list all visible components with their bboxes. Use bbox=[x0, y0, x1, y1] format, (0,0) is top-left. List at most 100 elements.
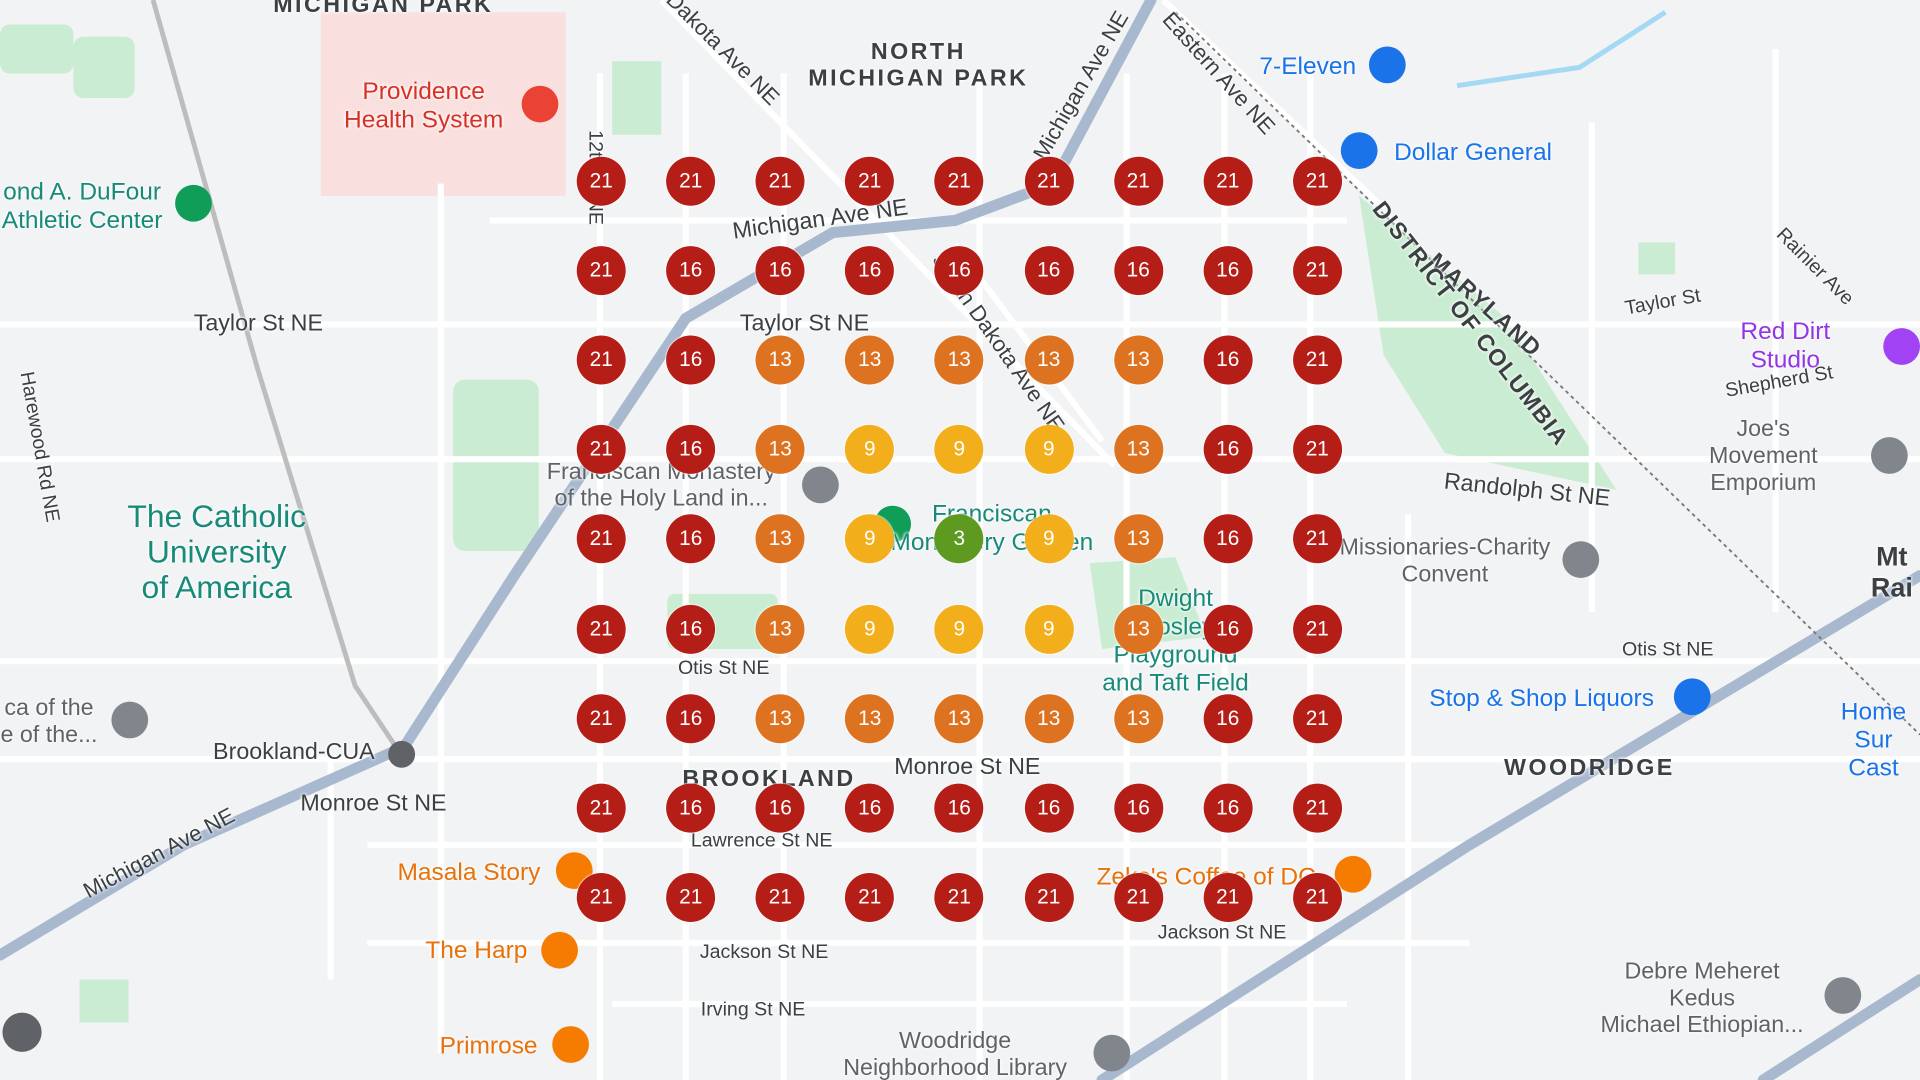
rank-pin: 16 bbox=[666, 335, 716, 385]
rank-pin: 21 bbox=[576, 693, 626, 743]
rank-pin: 13 bbox=[1113, 693, 1163, 743]
rank-pin: 16 bbox=[1024, 783, 1074, 833]
rank-pin: 9 bbox=[845, 604, 895, 654]
map-label: Debre Meheret Kedus Michael Ethiopian... bbox=[1600, 958, 1804, 1039]
rank-pin: 13 bbox=[755, 425, 805, 475]
rank-pin: 21 bbox=[666, 156, 716, 206]
rank-pin: 9 bbox=[845, 514, 895, 564]
map-label: Providence Health System bbox=[344, 78, 504, 134]
map-label: Otis St NE bbox=[677, 658, 770, 679]
rank-pin: 13 bbox=[755, 693, 805, 743]
map-label: Taylor St NE bbox=[739, 311, 870, 337]
rank-pin: 21 bbox=[755, 156, 805, 206]
map-label: Jackson St NE bbox=[1157, 922, 1287, 944]
rank-pin: 16 bbox=[755, 783, 805, 833]
rank-pin: 21 bbox=[576, 335, 626, 385]
rank-pin: 3 bbox=[934, 514, 984, 564]
rank-pin: 21 bbox=[576, 156, 626, 206]
map-label: Masala Story bbox=[397, 858, 541, 886]
rank-pin: 13 bbox=[755, 514, 805, 564]
rank-pin: 13 bbox=[1113, 335, 1163, 385]
rank-pin: 21 bbox=[576, 514, 626, 564]
rank-pin: 21 bbox=[576, 872, 626, 922]
rank-pin: 21 bbox=[1292, 783, 1342, 833]
map-label: Woodridge Neighborhood Library bbox=[843, 1028, 1067, 1080]
rank-pin: 21 bbox=[1292, 514, 1342, 564]
rank-pin: 21 bbox=[1113, 156, 1163, 206]
rank-pin: 21 bbox=[934, 156, 984, 206]
rank-pin: 16 bbox=[1203, 604, 1253, 654]
rank-pin: 16 bbox=[666, 514, 716, 564]
rank-pin: 21 bbox=[755, 872, 805, 922]
rank-pin: 21 bbox=[1292, 335, 1342, 385]
rank-pin: 16 bbox=[1203, 783, 1253, 833]
map-label: Mt Rai bbox=[1870, 541, 1913, 603]
rank-pin: 21 bbox=[1203, 872, 1253, 922]
map-label: Irving St NE bbox=[700, 999, 806, 1021]
map-label: Otis St NE bbox=[1622, 639, 1714, 661]
map-label: Stop & Shop Liquors bbox=[1429, 685, 1654, 713]
rank-pin: 16 bbox=[845, 783, 895, 833]
map-label: NORTH MICHIGAN PARK bbox=[808, 39, 1029, 92]
rank-pin: 13 bbox=[755, 604, 805, 654]
map-label: Taylor St NE bbox=[193, 311, 324, 337]
map-label: WOODRIDGE bbox=[1504, 755, 1675, 782]
rank-pin: 21 bbox=[845, 872, 895, 922]
rank-pin: 13 bbox=[1024, 693, 1074, 743]
rank-pin: 16 bbox=[1203, 335, 1253, 385]
map-label: Monroe St NE bbox=[894, 754, 1041, 781]
map-label: ond A. DuFour Athletic Center bbox=[1, 178, 163, 234]
map-label: Home Sur Cast bbox=[1840, 698, 1907, 782]
map-label: Monroe St NE bbox=[300, 791, 447, 817]
map-label: Brookland-CUA bbox=[213, 739, 375, 766]
rank-pin: 13 bbox=[1113, 514, 1163, 564]
rank-pin: 16 bbox=[1203, 693, 1253, 743]
rank-pin: 13 bbox=[1113, 425, 1163, 475]
map-label: Missionaries-Charity Convent bbox=[1339, 535, 1551, 588]
rank-pin: 21 bbox=[1203, 156, 1253, 206]
rank-pin: 16 bbox=[666, 604, 716, 654]
map-label: 7-Eleven bbox=[1259, 53, 1357, 81]
rank-pin: 21 bbox=[845, 156, 895, 206]
rank-pin: 9 bbox=[845, 425, 895, 475]
rank-pin: 16 bbox=[934, 246, 984, 296]
rank-pin: 13 bbox=[845, 693, 895, 743]
rank-pin: 13 bbox=[934, 335, 984, 385]
rank-pin: 16 bbox=[1113, 246, 1163, 296]
map-label: Primrose bbox=[439, 1032, 538, 1060]
rank-pin: 16 bbox=[934, 783, 984, 833]
rank-pin: 13 bbox=[934, 693, 984, 743]
rank-pin: 21 bbox=[1292, 156, 1342, 206]
map-label: Red Dirt Studio bbox=[1740, 318, 1831, 374]
rank-pin: 16 bbox=[666, 783, 716, 833]
map-label: Lawrence St NE bbox=[690, 830, 833, 852]
map-label: ca of the e of the... bbox=[0, 695, 98, 749]
rank-pin: 13 bbox=[1024, 335, 1074, 385]
rank-pin: 21 bbox=[1292, 604, 1342, 654]
map-label: The Catholic University of America bbox=[127, 497, 307, 606]
map-label: MICHIGAN PARK bbox=[273, 0, 494, 19]
map-label: Dollar General bbox=[1394, 138, 1553, 166]
rank-pin: 13 bbox=[755, 335, 805, 385]
rank-pin: 21 bbox=[1024, 156, 1074, 206]
rank-pin: 9 bbox=[1024, 604, 1074, 654]
rank-pin: 16 bbox=[1113, 783, 1163, 833]
rank-pin: 9 bbox=[934, 425, 984, 475]
rank-pin: 16 bbox=[1024, 246, 1074, 296]
rank-pin: 21 bbox=[1292, 693, 1342, 743]
rank-pin: 21 bbox=[1292, 872, 1342, 922]
rank-pin: 13 bbox=[845, 335, 895, 385]
rank-pin: 21 bbox=[1292, 425, 1342, 475]
map-label: Jackson St NE bbox=[699, 942, 829, 964]
rank-pin: 16 bbox=[1203, 425, 1253, 475]
rank-pin: 21 bbox=[666, 872, 716, 922]
rank-pin: 9 bbox=[1024, 514, 1074, 564]
rank-pin: 9 bbox=[1024, 425, 1074, 475]
map-label: The Harp bbox=[425, 937, 528, 965]
rank-pin: 21 bbox=[576, 783, 626, 833]
rank-pin: 16 bbox=[666, 693, 716, 743]
rank-pin: 21 bbox=[576, 425, 626, 475]
rank-pin: 16 bbox=[666, 246, 716, 296]
